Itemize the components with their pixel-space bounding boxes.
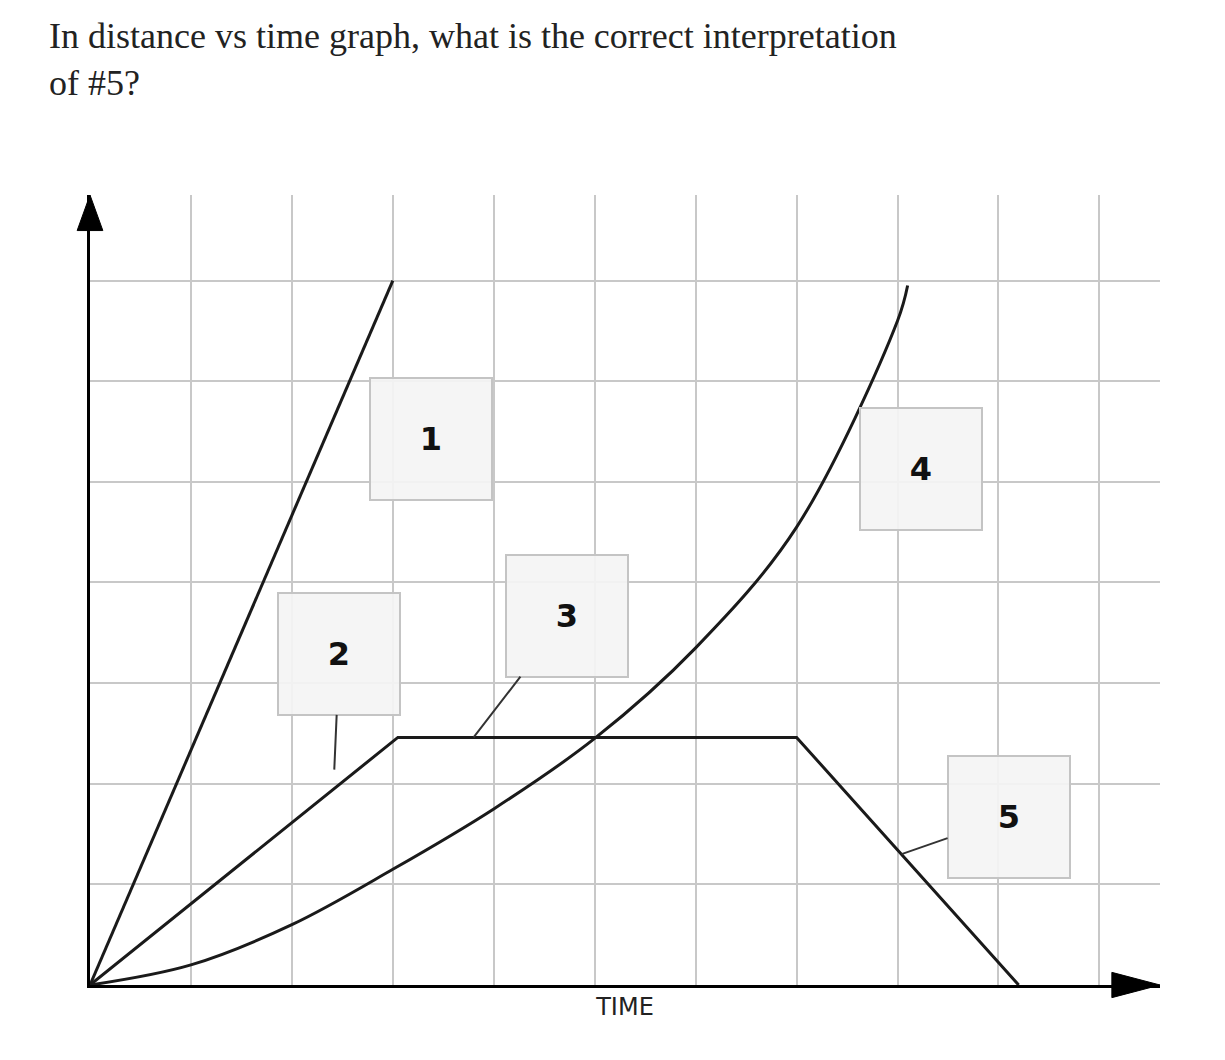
svg-text:3: 3 — [556, 597, 578, 635]
svg-text:5: 5 — [998, 798, 1020, 836]
svg-text:In distance vs time graph, wha: In distance vs time graph, what is the c… — [49, 16, 897, 103]
svg-text:2: 2 — [328, 635, 350, 673]
svg-text:1: 1 — [420, 420, 442, 458]
svg-text:4: 4 — [910, 450, 932, 488]
svg-text:TIME: TIME — [595, 993, 654, 1021]
